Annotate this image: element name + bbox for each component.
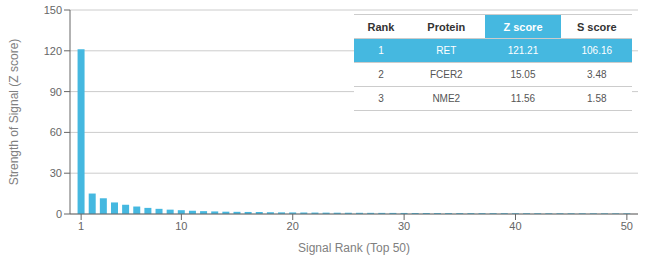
html-text:NME2: NME2 xyxy=(432,93,461,105)
svg-text:50: 50 xyxy=(621,220,633,232)
html-text:15.05: 15.05 xyxy=(510,69,536,81)
html-text:1: 1 xyxy=(378,45,384,57)
svg-text:10: 10 xyxy=(175,220,187,232)
html-text:1.58: 1.58 xyxy=(587,93,607,105)
html-text:11.56: 11.56 xyxy=(510,93,536,105)
html-text:121.21: 121.21 xyxy=(507,45,539,57)
svg-text:120: 120 xyxy=(44,45,62,57)
svg-text:60: 60 xyxy=(50,126,62,138)
svg-text:0: 0 xyxy=(56,208,62,220)
html-text:Z score: Z score xyxy=(503,20,543,33)
html-text:RET: RET xyxy=(436,45,457,57)
svg-text:Strength of Signal (Z score): Strength of Signal (Z score) xyxy=(8,39,21,186)
html-text:Protein: Protein xyxy=(427,20,466,33)
svg-text:90: 90 xyxy=(50,86,62,98)
html-text:3.48: 3.48 xyxy=(587,69,607,81)
svg-text:150: 150 xyxy=(44,4,62,16)
svg-text:1: 1 xyxy=(78,220,84,232)
html-text:Rank: Rank xyxy=(367,20,395,33)
svg-text:20: 20 xyxy=(287,220,299,232)
html-text:S score: S score xyxy=(576,20,617,33)
svg-text:40: 40 xyxy=(509,220,521,232)
svg-text:30: 30 xyxy=(398,220,410,232)
html-text:FCER2: FCER2 xyxy=(429,69,463,81)
svg-text:Signal Rank (Top 50): Signal Rank (Top 50) xyxy=(298,241,410,255)
html-text:2: 2 xyxy=(378,69,384,81)
svg-text:30: 30 xyxy=(50,167,62,179)
html-text:3: 3 xyxy=(378,93,384,105)
html-text:106.16: 106.16 xyxy=(581,45,613,57)
